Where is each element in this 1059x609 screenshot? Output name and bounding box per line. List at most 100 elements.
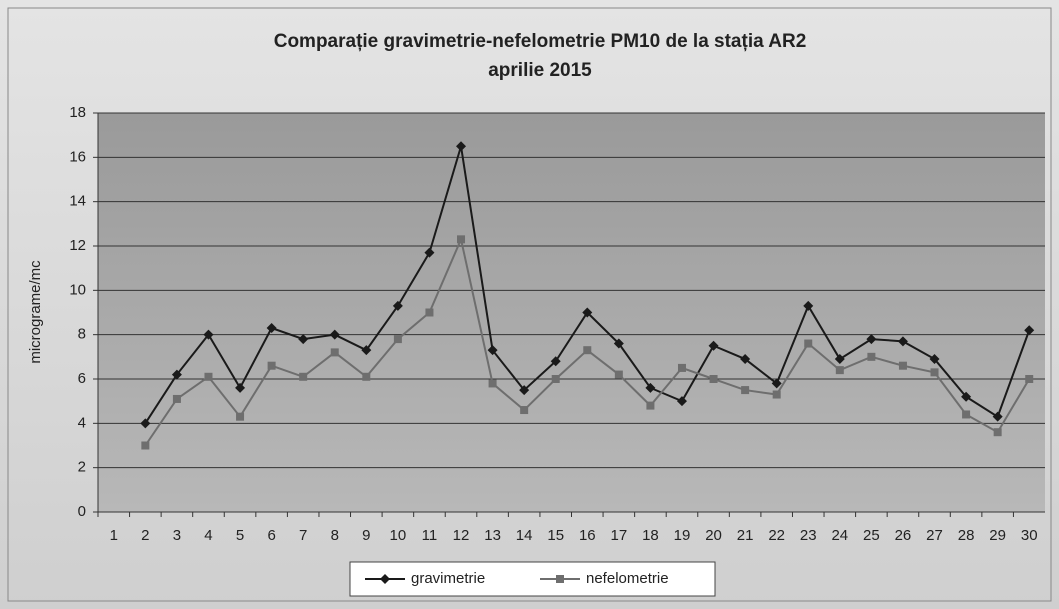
legend-marker (556, 575, 564, 583)
data-point (645, 382, 656, 393)
data-point (866, 334, 877, 345)
y-tick-label: 6 (78, 370, 86, 387)
data-point (550, 356, 561, 367)
data-point (582, 307, 593, 318)
data-point (708, 340, 719, 351)
data-point (267, 361, 276, 370)
x-tick-label: 15 (547, 527, 564, 544)
y-tick-label: 8 (78, 326, 86, 343)
x-tick-label: 26 (895, 527, 912, 544)
data-point (329, 329, 340, 340)
data-point (962, 410, 971, 419)
data-point (203, 329, 214, 340)
data-point (457, 235, 466, 244)
x-tick-label: 24 (831, 527, 848, 544)
data-point (614, 370, 623, 379)
y-tick-label: 0 (78, 503, 86, 520)
y-tick-label: 2 (78, 459, 86, 476)
data-point (330, 348, 339, 357)
x-tick-label: 28 (958, 527, 975, 544)
data-point (520, 406, 529, 415)
data-point (172, 394, 181, 403)
chart-title: Comparație gravimetrie-nefelometrie PM10… (274, 31, 807, 52)
data-point (771, 378, 782, 389)
data-point (961, 391, 972, 402)
x-tick-label: 10 (390, 527, 407, 544)
x-tick-label: 30 (1021, 527, 1038, 544)
data-point (1024, 325, 1035, 336)
data-point (488, 379, 497, 388)
data-point (835, 366, 844, 375)
x-tick-label: 17 (611, 527, 628, 544)
legend-label: nefelometrie (586, 570, 669, 587)
x-tick-label: 27 (926, 527, 943, 544)
data-point (171, 369, 182, 380)
x-tick-label: 13 (484, 527, 501, 544)
x-tick-label: 22 (768, 527, 785, 544)
y-tick-label: 12 (69, 237, 86, 254)
data-point (992, 411, 1003, 422)
data-point (519, 385, 530, 396)
x-tick-label: 5 (236, 527, 244, 544)
chart-subtitle: aprilie 2015 (488, 60, 592, 81)
x-tick-label: 14 (516, 527, 533, 544)
data-point (361, 345, 372, 356)
x-tick-label: 8 (331, 527, 339, 544)
data-point (930, 368, 939, 377)
data-point (141, 441, 150, 450)
x-tick-label: 1 (110, 527, 118, 544)
data-point (929, 354, 940, 365)
legend-label: gravimetrie (411, 570, 485, 587)
data-point (266, 323, 277, 334)
data-point (392, 300, 403, 311)
data-point (1025, 375, 1034, 383)
data-point (993, 428, 1002, 437)
data-point (424, 247, 435, 258)
x-tick-label: 18 (642, 527, 659, 544)
x-tick-label: 7 (299, 527, 307, 544)
data-point (393, 335, 402, 344)
data-point (646, 401, 655, 410)
data-point (456, 141, 467, 152)
data-point (613, 338, 624, 349)
data-point (425, 308, 434, 317)
x-tick-label: 12 (453, 527, 470, 544)
plot-area (98, 113, 1045, 512)
x-tick-label: 4 (204, 527, 212, 544)
data-point (676, 396, 687, 407)
data-point (583, 346, 592, 355)
y-tick-label: 10 (69, 281, 86, 298)
data-point (487, 345, 498, 356)
data-point (740, 354, 751, 365)
x-tick-label: 11 (422, 527, 438, 544)
x-tick-label: 2 (141, 527, 149, 544)
y-tick-label: 4 (78, 414, 86, 431)
chart-border (7, 7, 1052, 602)
data-point (834, 354, 845, 365)
data-point (362, 372, 371, 381)
data-point (677, 363, 686, 372)
y-axis-label: micrograme/mc (27, 260, 44, 364)
legend-marker (380, 574, 390, 584)
x-tick-label: 3 (173, 527, 181, 544)
x-tick-label: 9 (362, 527, 370, 544)
x-tick-label: 16 (579, 527, 596, 544)
x-tick-label: 23 (800, 527, 817, 544)
x-tick-label: 6 (267, 527, 275, 544)
x-tick-label: 20 (705, 527, 722, 544)
y-tick-label: 18 (69, 104, 86, 121)
data-point (741, 386, 750, 395)
data-point (140, 418, 151, 429)
y-tick-label: 16 (69, 148, 86, 165)
y-tick-label: 14 (69, 193, 86, 210)
data-point (804, 339, 813, 348)
x-tick-label: 29 (989, 527, 1006, 544)
data-point (204, 372, 213, 381)
data-point (897, 336, 908, 347)
data-point (298, 334, 309, 345)
data-point (867, 352, 876, 361)
data-point (803, 300, 814, 311)
data-point (772, 390, 781, 399)
data-point (709, 375, 718, 383)
